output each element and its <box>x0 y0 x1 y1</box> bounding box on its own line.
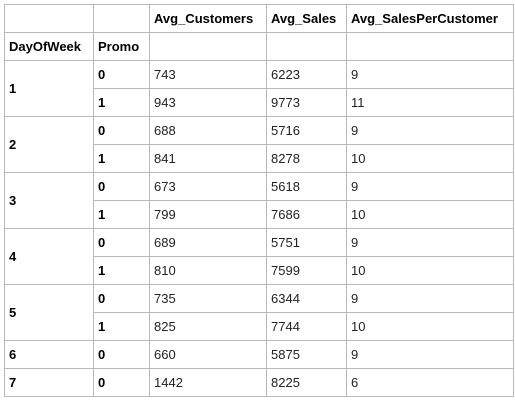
column-header-avg-sales: Avg_Sales <box>266 4 347 33</box>
avg-customers-cell: 689 <box>149 228 267 257</box>
avg-sales-cell: 8278 <box>266 144 347 173</box>
avg-customers-cell: 943 <box>149 88 267 117</box>
avg-sales-cell: 8225 <box>266 368 347 397</box>
avg-sales-cell: 9773 <box>266 88 347 117</box>
avg-customers-cell: 735 <box>149 284 267 313</box>
avg-customers-cell: 810 <box>149 256 267 285</box>
dayofweek-index-cell: 5 <box>4 284 94 341</box>
avg-customers-cell: 825 <box>149 312 267 341</box>
avg-sales-per-customer-cell: 6 <box>346 368 514 397</box>
avg-customers-cell: 799 <box>149 200 267 229</box>
avg-sales-per-customer-cell: 10 <box>346 256 514 285</box>
avg-sales-cell: 7599 <box>266 256 347 285</box>
table-row: 1 799 7686 10 <box>5 200 514 229</box>
table-row: 1 825 7744 10 <box>5 312 514 341</box>
dayofweek-index-cell: 7 <box>4 368 94 397</box>
column-header-avg-customers: Avg_Customers <box>149 4 267 33</box>
promo-index-cell: 1 <box>93 88 150 117</box>
avg-sales-per-customer-cell: 10 <box>346 200 514 229</box>
index-name-row: DayOfWeek Promo <box>4 32 514 61</box>
dataframe-table: Avg_Customers Avg_Sales Avg_SalesPerCust… <box>4 4 514 397</box>
avg-sales-per-customer-cell: 10 <box>346 144 514 173</box>
dayofweek-index-cell: 1 <box>4 60 94 117</box>
avg-sales-per-customer-cell: 9 <box>346 228 514 257</box>
avg-customers-cell: 688 <box>149 116 267 145</box>
blank-header-cell <box>149 32 267 61</box>
avg-sales-cell: 6344 <box>266 284 347 313</box>
avg-sales-cell: 7686 <box>266 200 347 229</box>
index-name-promo: Promo <box>93 32 150 61</box>
blank-header-cell <box>266 32 347 61</box>
blank-header-cell <box>93 4 150 33</box>
avg-customers-cell: 743 <box>149 60 267 89</box>
avg-customers-cell: 673 <box>149 172 267 201</box>
promo-index-cell: 0 <box>93 228 150 257</box>
avg-sales-per-customer-cell: 9 <box>346 60 514 89</box>
dayofweek-index-cell: 2 <box>4 116 94 173</box>
table-row: 7 0 1442 8225 6 <box>4 368 514 397</box>
avg-sales-per-customer-cell: 9 <box>346 284 514 313</box>
avg-sales-cell: 5751 <box>266 228 347 257</box>
column-header-avg-sales-per-customer: Avg_SalesPerCustomer <box>346 4 514 33</box>
table-row: 2 0 688 5716 9 <box>4 116 514 173</box>
promo-index-cell: 0 <box>93 340 150 369</box>
blank-header-cell <box>346 32 514 61</box>
dayofweek-index-cell: 6 <box>4 340 94 369</box>
avg-sales-cell: 6223 <box>266 60 347 89</box>
avg-customers-cell: 1442 <box>149 368 267 397</box>
column-header-row: Avg_Customers Avg_Sales Avg_SalesPerCust… <box>4 4 514 33</box>
table-row: 6 0 660 5875 9 <box>4 340 514 369</box>
promo-index-cell: 1 <box>93 200 150 229</box>
dayofweek-index-cell: 3 <box>4 172 94 229</box>
promo-index-cell: 1 <box>93 256 150 285</box>
avg-sales-cell: 5716 <box>266 116 347 145</box>
avg-sales-per-customer-cell: 10 <box>346 312 514 341</box>
avg-customers-cell: 660 <box>149 340 267 369</box>
avg-sales-per-customer-cell: 11 <box>346 88 514 117</box>
avg-sales-cell: 5618 <box>266 172 347 201</box>
table-row: 1 810 7599 10 <box>5 256 514 285</box>
dayofweek-index-cell: 4 <box>4 228 94 285</box>
table-row: 1 841 8278 10 <box>5 144 514 173</box>
promo-index-cell: 0 <box>93 60 150 89</box>
promo-index-cell: 0 <box>93 368 150 397</box>
index-name-dayofweek: DayOfWeek <box>4 32 94 61</box>
table-row: 5 0 735 6344 9 <box>4 284 514 341</box>
avg-sales-per-customer-cell: 9 <box>346 172 514 201</box>
table-row: 4 0 689 5751 9 <box>4 228 514 285</box>
table-body: 1 0 743 6223 9 1 943 9773 11 2 0 688 5716 9 1 841 8278 10… <box>4 60 514 397</box>
avg-sales-cell: 5875 <box>266 340 347 369</box>
blank-header-cell <box>4 4 94 33</box>
avg-sales-cell: 7744 <box>266 312 347 341</box>
table-row: 3 0 673 5618 9 <box>4 172 514 229</box>
promo-index-cell: 0 <box>93 284 150 313</box>
promo-index-cell: 0 <box>93 172 150 201</box>
promo-index-cell: 1 <box>93 312 150 341</box>
promo-index-cell: 0 <box>93 116 150 145</box>
avg-customers-cell: 841 <box>149 144 267 173</box>
avg-sales-per-customer-cell: 9 <box>346 340 514 369</box>
table-header: Avg_Customers Avg_Sales Avg_SalesPerCust… <box>4 4 514 61</box>
avg-sales-per-customer-cell: 9 <box>346 116 514 145</box>
table-row: 1 0 743 6223 9 <box>4 60 514 117</box>
promo-index-cell: 1 <box>93 144 150 173</box>
